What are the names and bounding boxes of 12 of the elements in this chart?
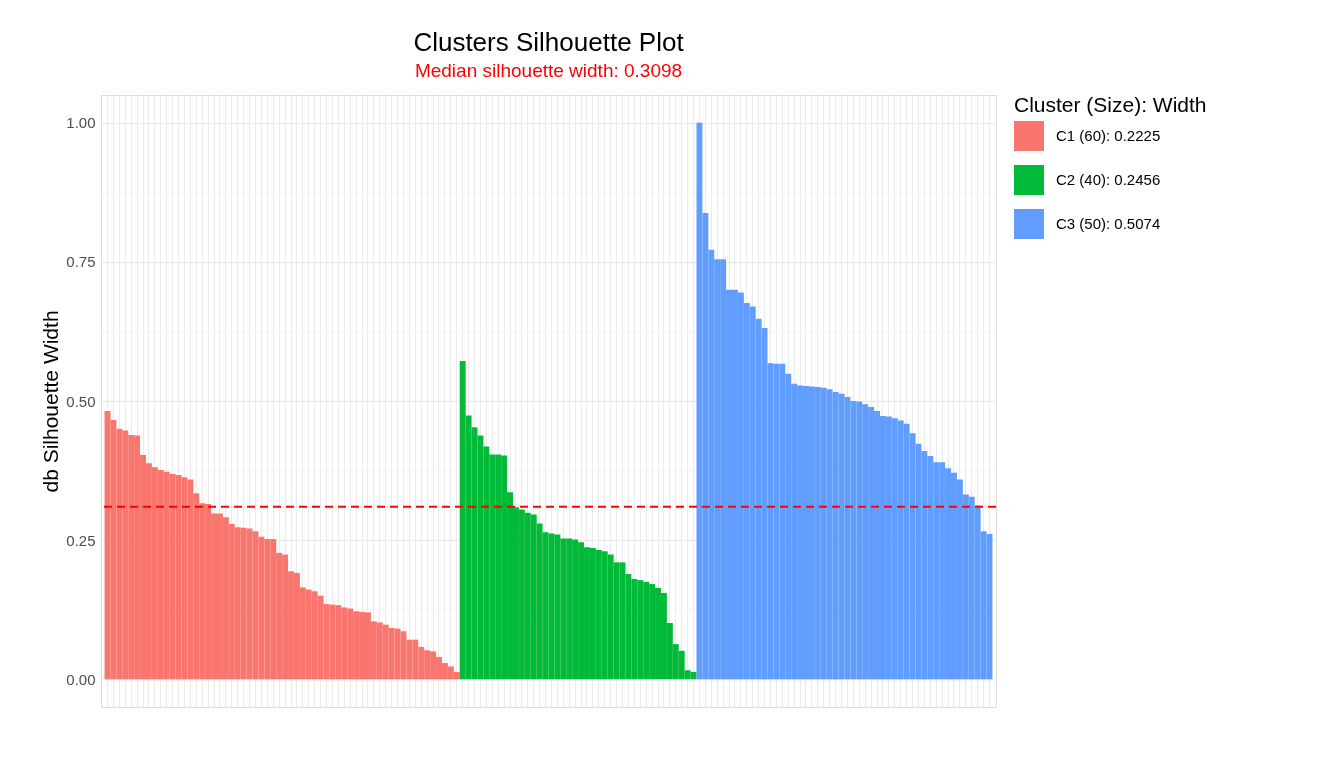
legend-label: C2 (40): 0.2456	[1056, 171, 1161, 188]
y-tick-label: 0.25	[66, 531, 96, 549]
legend-label: C1 (60): 0.2225	[1056, 127, 1161, 144]
chart-title: Clusters Silhouette Plot	[413, 27, 685, 57]
legend-title: Cluster (Size): Width	[1014, 93, 1207, 116]
y-tick-label: 0.75	[66, 253, 96, 271]
y-tick-label: 0.50	[66, 392, 96, 410]
chart-subtitle: Median silhouette width: 0.3098	[414, 60, 683, 81]
legend-label: C3 (50): 0.5074	[1056, 215, 1161, 232]
y-tick-label: 0.00	[66, 670, 96, 688]
y-axis-title: db Silhouette Width	[39, 310, 63, 493]
y-tick-label: 1.00	[66, 114, 96, 132]
